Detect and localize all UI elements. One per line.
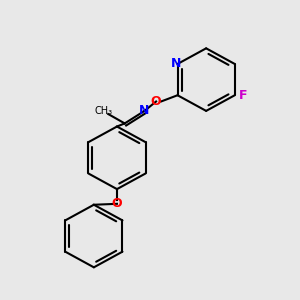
Text: F: F xyxy=(239,89,247,102)
Text: N: N xyxy=(139,104,150,117)
Text: CH₃: CH₃ xyxy=(94,106,112,116)
Text: N: N xyxy=(171,58,181,70)
Text: O: O xyxy=(112,197,122,210)
Text: O: O xyxy=(151,95,161,108)
